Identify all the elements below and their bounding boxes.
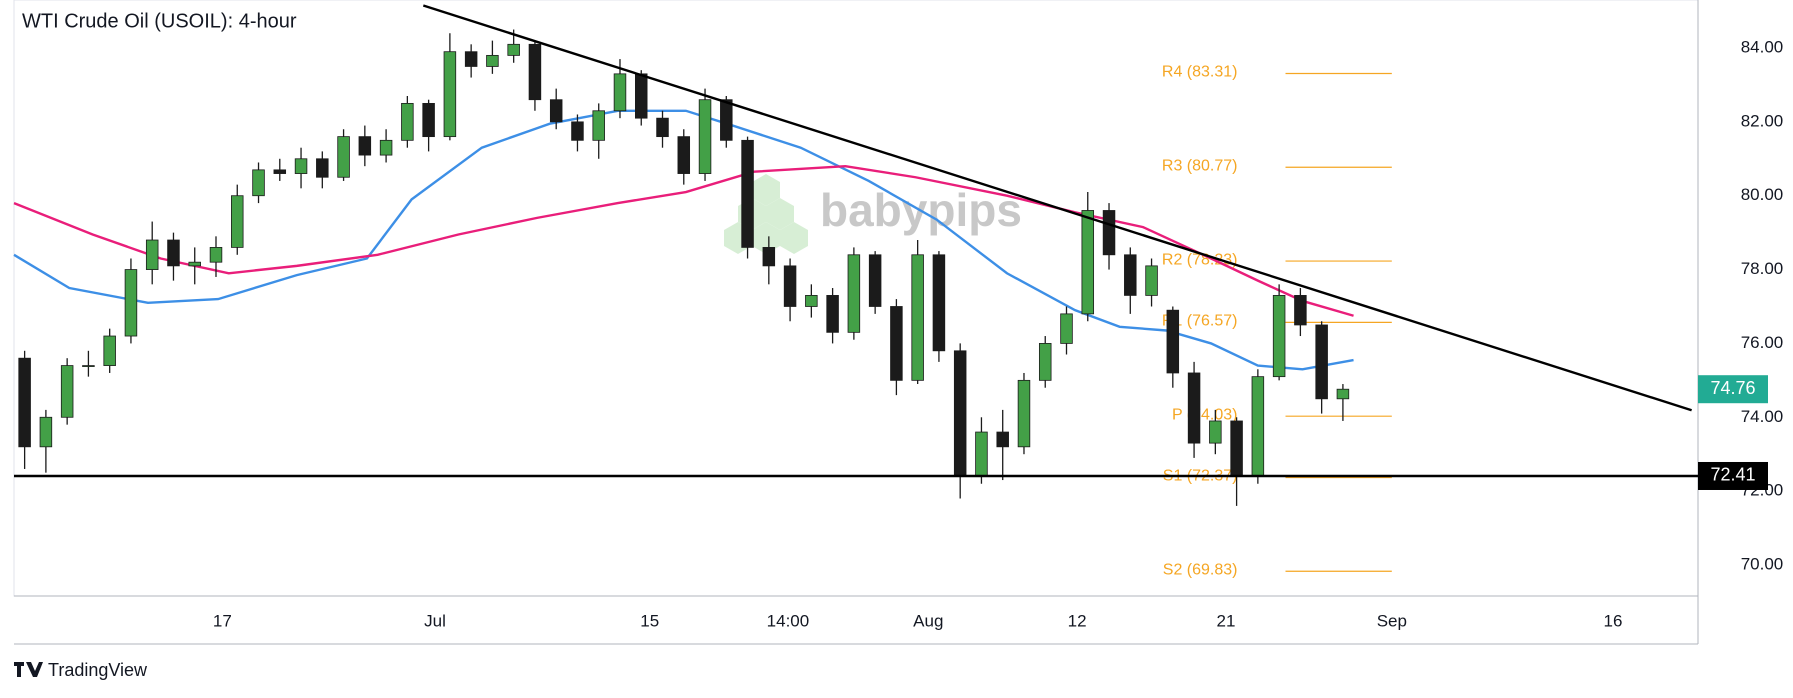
x-tick-label: Aug — [913, 611, 943, 630]
candle-body — [486, 54, 499, 67]
candle-body — [847, 254, 861, 333]
support-price-box — [1698, 461, 1768, 490]
candle-body — [613, 73, 627, 112]
last-price-box — [1698, 375, 1768, 404]
candle-body — [231, 195, 244, 248]
candle-body — [443, 51, 457, 138]
candle-body — [1187, 372, 1201, 444]
candle-body — [932, 254, 946, 352]
candle-body — [422, 102, 435, 138]
candle-body — [720, 99, 733, 141]
candle-body — [124, 269, 138, 337]
candle-body — [656, 117, 669, 138]
candle-body — [911, 254, 924, 381]
candle-body — [975, 431, 988, 477]
candle-body — [698, 99, 712, 174]
candle-body — [1315, 324, 1328, 400]
candle-body — [60, 365, 74, 418]
y-tick-label: 78.00 — [1741, 259, 1784, 278]
candle-body — [571, 121, 584, 141]
chart-title: WTI Crude Oil (USOIL): 4-hour — [22, 10, 297, 32]
candle-body — [1166, 309, 1180, 374]
candle-body — [1336, 388, 1350, 400]
x-tick-label: 17 — [213, 611, 232, 630]
x-tick-label: Sep — [1377, 611, 1407, 630]
x-tick-label: Jul — [424, 611, 446, 630]
candle-body — [507, 43, 520, 56]
candle-body — [464, 51, 478, 67]
x-tick-label: 12 — [1068, 611, 1087, 630]
moving-average — [13, 109, 1354, 371]
x-tick-label: 14:00 — [767, 611, 810, 630]
candle-body — [82, 365, 95, 367]
candle-body — [294, 158, 308, 174]
footer-text: TradingView — [48, 660, 148, 680]
candle-body — [337, 136, 350, 178]
trendline — [422, 4, 1692, 412]
candle-body — [635, 73, 648, 119]
candle-body — [252, 169, 265, 197]
y-tick-label: 76.00 — [1741, 333, 1784, 352]
candle-body — [890, 306, 903, 381]
candle-body — [762, 247, 776, 267]
candle-body — [1038, 343, 1052, 381]
y-tick-label: 80.00 — [1741, 185, 1784, 204]
candle-body — [316, 158, 329, 178]
candle-body — [358, 136, 372, 156]
candle-body — [209, 247, 223, 263]
x-tick-label: 16 — [1603, 611, 1622, 630]
candle-body — [103, 335, 116, 366]
candle-body — [1230, 420, 1243, 477]
candle-body — [953, 350, 967, 477]
y-tick-label: 82.00 — [1741, 111, 1784, 130]
candle-body — [528, 43, 542, 101]
candle-body — [188, 261, 201, 267]
candle-body — [1124, 254, 1137, 296]
candle-body — [1272, 295, 1286, 378]
candle-body — [1081, 210, 1095, 315]
candle-body — [167, 239, 180, 267]
watermark-logo — [724, 174, 808, 254]
x-tick-label: 15 — [640, 611, 659, 630]
candle-body — [145, 239, 159, 270]
y-tick-label: 70.00 — [1741, 554, 1784, 573]
x-tick-label: 21 — [1217, 611, 1236, 630]
candle-body — [1145, 265, 1158, 296]
candle-body — [805, 295, 818, 307]
candle-body — [39, 416, 53, 448]
y-tick-label: 84.00 — [1741, 37, 1784, 56]
footer-logo — [14, 662, 43, 677]
candle-body — [273, 169, 287, 174]
candle-body — [1017, 379, 1031, 448]
candle-body — [1209, 420, 1222, 444]
candle-body — [1251, 376, 1265, 477]
pivot-label: R1 (76.57) — [1162, 313, 1238, 330]
candle-body — [741, 139, 754, 248]
candle-body — [868, 254, 882, 307]
candle-body — [996, 431, 1009, 448]
candle-body — [401, 102, 414, 141]
candle-body — [549, 99, 563, 123]
last-price-label: 74.76 — [1710, 378, 1755, 398]
support-price-label: 72.41 — [1710, 465, 1755, 485]
pivot-label: R3 (80.77) — [1162, 157, 1238, 174]
candle-body — [1294, 295, 1307, 326]
candle-body — [379, 139, 393, 156]
candle-body — [1102, 210, 1116, 256]
candle-body — [826, 295, 839, 333]
candle-body — [18, 357, 31, 448]
pivot-label: S2 (69.83) — [1163, 561, 1238, 578]
y-tick-label: 74.00 — [1741, 407, 1784, 426]
pivot-label: R4 (83.31) — [1162, 64, 1238, 81]
candle-body — [783, 265, 797, 307]
pivot-label: R2 (78.23) — [1162, 251, 1238, 268]
pivot-label: P (74.03) — [1172, 406, 1238, 423]
candle-body — [592, 110, 605, 141]
candle-body — [1060, 313, 1073, 344]
candle-body — [677, 136, 691, 174]
